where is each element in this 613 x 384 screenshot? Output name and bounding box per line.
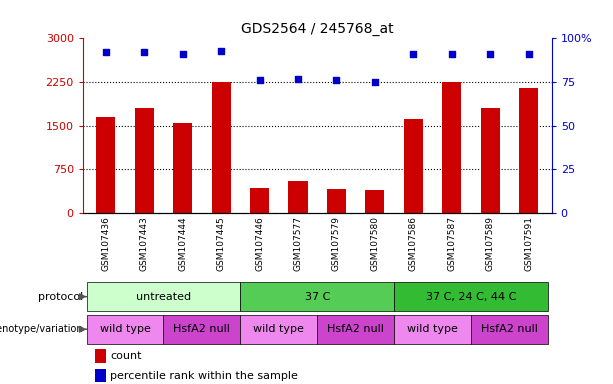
Text: GSM107579: GSM107579 (332, 217, 341, 271)
Bar (86, 282, 240, 311)
Text: HsfA2 null: HsfA2 null (327, 324, 384, 334)
Text: count: count (110, 351, 142, 361)
Text: GSM107443: GSM107443 (140, 217, 149, 271)
Point (139, 49, 149, 55)
Bar (318, 314, 394, 344)
Point (293, 76, 303, 82)
Text: GSM107589: GSM107589 (485, 217, 495, 271)
Bar (240, 282, 394, 311)
Bar (250, 188, 269, 213)
Text: 37 C, 24 C, 44 C: 37 C, 24 C, 44 C (426, 291, 516, 302)
Bar (96, 117, 115, 213)
Text: GSM107577: GSM107577 (294, 217, 302, 271)
Bar (95, 369, 106, 382)
Bar (519, 88, 538, 213)
Text: GSM107436: GSM107436 (101, 217, 110, 271)
Bar (95, 349, 106, 363)
Text: GSM107444: GSM107444 (178, 217, 187, 271)
Text: GSM107591: GSM107591 (524, 217, 533, 271)
Point (178, 51, 188, 57)
Point (524, 51, 533, 57)
Text: 37 C: 37 C (305, 291, 330, 302)
Bar (394, 282, 548, 311)
Text: untreated: untreated (136, 291, 191, 302)
Bar (394, 314, 471, 344)
Point (332, 77, 341, 83)
Text: genotype/variation: genotype/variation (0, 324, 83, 334)
Title: GDS2564 / 245768_at: GDS2564 / 245768_at (241, 22, 394, 36)
Point (485, 51, 495, 57)
Text: wild type: wild type (407, 324, 458, 334)
Bar (442, 82, 462, 213)
Text: HsfA2 null: HsfA2 null (481, 324, 538, 334)
Bar (173, 123, 192, 213)
Bar (471, 314, 548, 344)
Text: GSM107586: GSM107586 (409, 217, 418, 271)
Point (101, 49, 111, 55)
Bar (288, 181, 308, 213)
Point (447, 51, 457, 57)
Text: wild type: wild type (253, 324, 304, 334)
Bar (164, 314, 240, 344)
Text: GSM107580: GSM107580 (370, 217, 379, 271)
Point (254, 77, 264, 83)
Bar (481, 108, 500, 213)
Point (216, 48, 226, 54)
Bar (135, 108, 154, 213)
Text: wild type: wild type (99, 324, 150, 334)
Text: GSM107587: GSM107587 (447, 217, 456, 271)
Bar (404, 119, 423, 213)
Text: protocol: protocol (38, 291, 83, 302)
Point (408, 51, 418, 57)
Bar (86, 314, 164, 344)
Text: GSM107445: GSM107445 (216, 217, 226, 271)
Bar (365, 190, 384, 213)
Text: HsfA2 null: HsfA2 null (173, 324, 230, 334)
Bar (327, 189, 346, 213)
Text: percentile rank within the sample: percentile rank within the sample (110, 371, 298, 381)
Bar (211, 82, 230, 213)
Point (370, 79, 380, 85)
Text: GSM107446: GSM107446 (255, 217, 264, 271)
Bar (240, 314, 318, 344)
